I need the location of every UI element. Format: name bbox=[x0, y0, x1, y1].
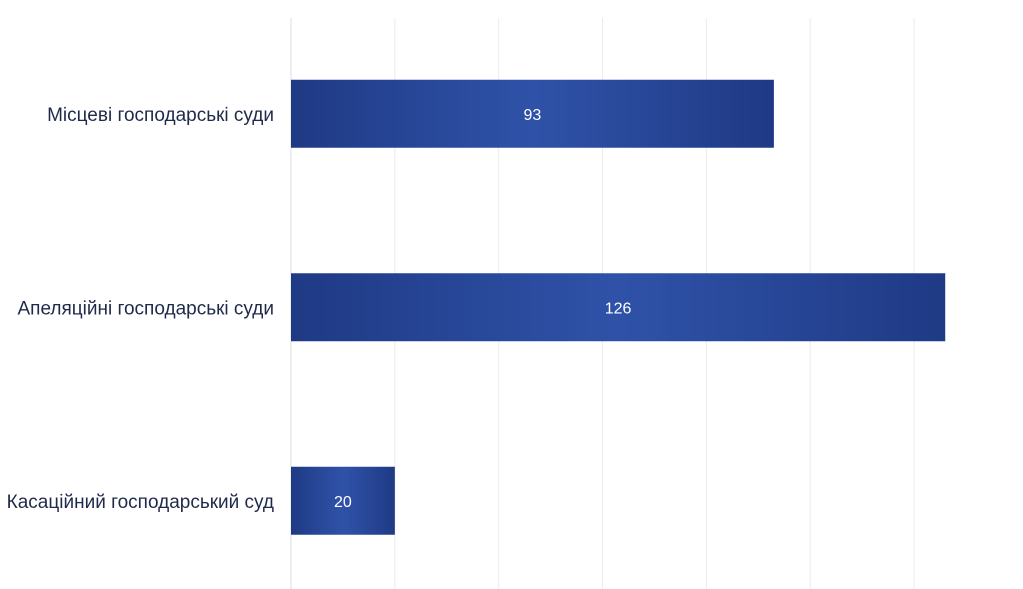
bar-value-label: 126 bbox=[605, 300, 632, 317]
bar-value-label: 93 bbox=[524, 107, 542, 124]
category-labels: Місцеві господарські суди Апеляційні госп… bbox=[7, 105, 274, 513]
bar bbox=[291, 273, 946, 342]
category-label: Касаційний господарський суд bbox=[7, 492, 274, 513]
category-label: Місцеві господарські суди bbox=[47, 105, 274, 126]
bar bbox=[291, 79, 774, 148]
category-label: Апеляційні господарські суди bbox=[18, 298, 275, 319]
bar-value-label: 20 bbox=[334, 494, 352, 511]
bar bbox=[291, 466, 395, 535]
bars: 93 126 20 bbox=[291, 79, 946, 535]
